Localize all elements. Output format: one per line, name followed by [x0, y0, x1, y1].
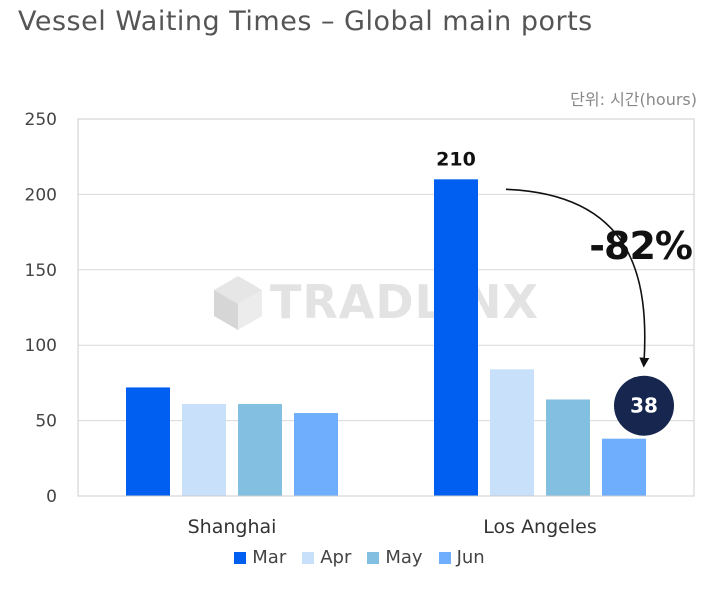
- y-axis: 0 50 100 150 200 250: [25, 110, 57, 507]
- watermark: TRADLINX: [214, 275, 539, 330]
- y-tick-label: 200: [25, 185, 57, 205]
- legend-label: May: [385, 547, 423, 568]
- change-annotation: -82%: [505, 188, 693, 368]
- x-axis: Shanghai Los Angeles: [188, 516, 597, 538]
- legend-item-may: May: [367, 547, 423, 568]
- legend-item-mar: Mar: [234, 547, 286, 568]
- bar-jun: [294, 413, 338, 496]
- legend-swatch: [234, 551, 247, 564]
- data-labels: 210 38: [436, 148, 674, 436]
- y-tick-label: 100: [25, 336, 57, 356]
- data-label-badge: [614, 375, 674, 436]
- bar-may: [546, 399, 590, 496]
- x-category-label: Shanghai: [188, 516, 277, 538]
- bar-apr: [182, 404, 226, 496]
- legend-label: Apr: [320, 547, 352, 568]
- bars: [126, 179, 646, 496]
- bar-mar: [126, 387, 170, 496]
- data-label: 210: [436, 148, 476, 170]
- unit-label: 단위: 시간(hours): [570, 90, 697, 109]
- watermark-cube-icon: [214, 276, 262, 330]
- x-category-label: Los Angeles: [483, 516, 596, 538]
- watermark-text: TRADLINX: [270, 275, 539, 329]
- bar-apr: [490, 369, 534, 496]
- chart-title: Vessel Waiting Times – Global main ports: [18, 6, 593, 37]
- y-tick-label: 0: [46, 487, 57, 507]
- legend-swatch: [302, 551, 315, 564]
- legend-item-jun: Jun: [438, 547, 485, 568]
- legend: Mar Apr May Jun: [0, 547, 719, 568]
- legend-label: Jun: [456, 547, 485, 568]
- change-annotation-label: -82%: [589, 224, 692, 268]
- change-arrow: [505, 188, 650, 368]
- bar-jun: [602, 438, 646, 496]
- legend-swatch: [438, 551, 451, 564]
- legend-swatch: [367, 551, 380, 564]
- bar-mar: [434, 179, 478, 496]
- legend-item-apr: Apr: [302, 547, 351, 568]
- plot-frame: [77, 118, 695, 497]
- legend-label: Mar: [252, 547, 287, 568]
- bar-may: [238, 404, 282, 496]
- y-tick-label: 250: [25, 110, 57, 130]
- y-tick-label: 50: [35, 412, 57, 432]
- data-label: 38: [630, 394, 658, 418]
- y-tick-label: 150: [25, 261, 57, 281]
